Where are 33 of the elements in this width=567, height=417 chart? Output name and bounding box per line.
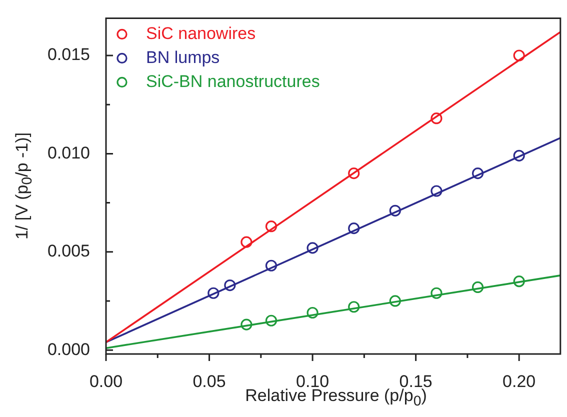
point xyxy=(348,168,360,180)
point xyxy=(513,276,525,288)
point xyxy=(513,50,525,62)
point xyxy=(265,314,278,326)
point xyxy=(389,204,401,216)
legend-label: SiC-BN nanostructures xyxy=(146,72,320,91)
x-tick-label: 0.05 xyxy=(192,372,226,391)
point xyxy=(430,112,442,124)
point xyxy=(472,281,484,294)
y-tick-label: 0.000 xyxy=(47,340,90,359)
y-tick-label: 0.010 xyxy=(47,143,90,162)
point xyxy=(430,185,442,197)
point xyxy=(472,168,484,180)
x-tick-label: 0.20 xyxy=(502,372,536,391)
point xyxy=(240,236,252,248)
legend-label: BN lumps xyxy=(146,48,220,67)
point xyxy=(430,287,442,299)
legend-label: SiC nanowires xyxy=(146,24,256,43)
x-axis-title: Relative Pressure (p/p$_{0}$) xyxy=(245,386,427,410)
point xyxy=(306,306,318,319)
point xyxy=(265,260,278,272)
y-tick-label: 0.015 xyxy=(47,45,90,64)
point xyxy=(208,287,220,299)
point xyxy=(240,318,252,330)
x-tick-label: 0.00 xyxy=(89,372,123,391)
point xyxy=(348,301,360,313)
point xyxy=(306,242,318,254)
point xyxy=(389,295,401,307)
point xyxy=(348,222,360,234)
point xyxy=(513,150,525,162)
y-tick-label: 0.005 xyxy=(47,242,90,261)
point xyxy=(265,220,278,232)
point xyxy=(224,279,236,292)
